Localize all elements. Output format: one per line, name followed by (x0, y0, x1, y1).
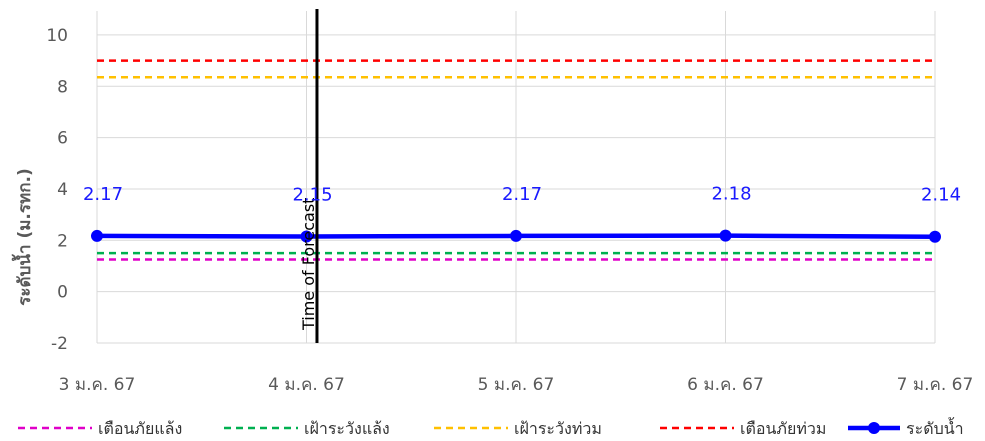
legend-marker (868, 422, 880, 434)
legend-item: เฝ้าระวังท่วม (434, 419, 602, 438)
data-label: 2.17 (83, 184, 123, 205)
legend-item: เตือนภัยท่วม (660, 419, 826, 438)
y-axis-label: ระดับน้ำ (ม.รทก.) (11, 168, 35, 305)
legend-label: เฝ้าระวังแล้ง (304, 419, 390, 438)
legend-item: เฝ้าระวังแล้ง (224, 419, 390, 438)
data-label: 2.15 (292, 184, 332, 205)
legend: เตือนภัยแล้ง เฝ้าระวังแล้ง เฝ้าระวังท่วม เต… (18, 417, 964, 438)
legend-label: ระดับน้ำ (906, 417, 964, 438)
forecast-marker: Time of Forecast (299, 9, 319, 343)
data-point (510, 229, 522, 242)
legend-item: ระดับน้ำ (848, 417, 964, 438)
threshold-lines (97, 59, 935, 261)
legend-label: เตือนภัยแล้ง (98, 419, 182, 438)
y-axis-ticks: -2 0 2 4 6 8 10 (46, 26, 68, 354)
grid-lines (96, 11, 936, 344)
y-tick-label: 10 (46, 26, 68, 46)
data-label: 2.14 (921, 185, 961, 206)
data-point (929, 230, 941, 243)
data-label: 2.17 (502, 184, 542, 205)
data-point (91, 229, 103, 242)
y-tick-label: 2 (57, 231, 68, 251)
series-water-level (91, 229, 941, 243)
y-tick-label: 4 (57, 180, 68, 200)
legend-label: เฝ้าระวังท่วม (514, 419, 602, 438)
y-tick-label: 6 (57, 129, 68, 149)
x-tick-label: 4 ม.ค. 67 (268, 375, 345, 395)
data-point (300, 230, 313, 243)
legend-label: เตือนภัยท่วม (740, 419, 826, 438)
x-tick-label: 5 ม.ค. 67 (478, 375, 555, 395)
x-tick-label: 6 ม.ค. 67 (687, 375, 764, 395)
x-axis-ticks: 3 ม.ค. 67 4 ม.ค. 67 5 ม.ค. 67 6 ม.ค. 67 7 ม.… (59, 375, 974, 395)
data-label: 2.18 (711, 184, 751, 205)
forecast-label: Time of Forecast (299, 198, 318, 331)
y-tick-label: -2 (51, 334, 68, 354)
x-tick-label: 3 ม.ค. 67 (59, 375, 136, 395)
x-tick-label: 7 ม.ค. 67 (897, 375, 974, 395)
legend-item: เตือนภัยแล้ง (18, 419, 182, 438)
y-tick-label: 8 (57, 77, 68, 97)
y-tick-label: 0 (57, 283, 68, 303)
data-point (719, 229, 732, 242)
data-labels: 2.17 2.15 2.17 2.18 2.14 (83, 184, 961, 206)
